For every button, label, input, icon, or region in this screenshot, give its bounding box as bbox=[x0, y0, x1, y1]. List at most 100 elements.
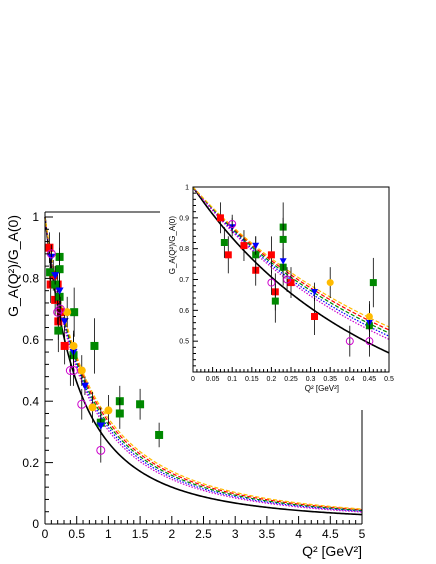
data-point-square bbox=[279, 235, 287, 243]
data-point-square bbox=[271, 297, 279, 305]
y-tick-label: 0.2 bbox=[22, 456, 39, 470]
inset-points bbox=[216, 202, 377, 357]
x-tick-label: 2.5 bbox=[195, 527, 212, 541]
data-point-circle bbox=[365, 313, 373, 320]
data-point-open-circle bbox=[77, 399, 87, 409]
y-tick-label: 0.7 bbox=[179, 277, 189, 284]
y-tick-label: 0.5 bbox=[179, 339, 189, 346]
data-point-open-circle bbox=[267, 278, 276, 287]
main-curves bbox=[44, 216, 363, 516]
data-point-square bbox=[70, 308, 79, 317]
form-factor-curve bbox=[192, 186, 390, 328]
data-point-open-circle bbox=[345, 337, 354, 346]
data-point-triangle bbox=[252, 242, 260, 250]
data-point-open-circle bbox=[96, 445, 106, 455]
x-tick-label: 0.5 bbox=[384, 376, 394, 383]
x-tick-label: 2 bbox=[168, 527, 175, 541]
data-point-triangle bbox=[55, 287, 64, 295]
main-y-ticks: 0 0.2 0.4 0.6 0.8 1 bbox=[22, 210, 53, 531]
y-tick-label: 0 bbox=[32, 517, 39, 531]
inset-plot: 0 0.05 0.1 0.15 0.2 0.25 0.3 0.35 0.4 0.45 0.5 0.5… bbox=[168, 184, 394, 393]
data-point-square bbox=[46, 280, 55, 289]
inset-x-ticks: 0 0.05 0.1 0.15 0.2 0.25 0.3 0.35 0.4 0.45 0.5 bbox=[191, 367, 394, 383]
data-point-triangle bbox=[60, 318, 69, 326]
x-tick-label: 0 bbox=[42, 527, 49, 541]
data-point-square bbox=[56, 308, 65, 317]
x-tick-label: 0.25 bbox=[284, 376, 298, 383]
data-point-square bbox=[45, 243, 54, 252]
x-tick-label: 1.5 bbox=[132, 527, 149, 541]
data-point-square bbox=[54, 326, 63, 335]
data-point-square bbox=[311, 313, 319, 320]
x-tick-label: 0.35 bbox=[323, 376, 337, 383]
data-point-square bbox=[267, 251, 275, 259]
data-point-triangle bbox=[96, 422, 105, 430]
form-factor-curve bbox=[44, 216, 363, 511]
data-point-open-circle bbox=[228, 220, 237, 228]
data-point-square bbox=[220, 239, 228, 246]
inset-x-axis-title: Q² [GeV²] bbox=[305, 384, 339, 393]
x-tick-label: 0.15 bbox=[245, 376, 259, 383]
x-tick-label: 0.4 bbox=[345, 376, 355, 383]
data-point-square bbox=[216, 214, 224, 222]
inset-y-axis-title: G_A(Q²)/G_A(0) bbox=[168, 216, 177, 275]
y-tick-label: 0.6 bbox=[179, 308, 189, 315]
x-tick-label: 4 bbox=[295, 527, 302, 541]
data-point-square bbox=[55, 265, 64, 274]
data-point-square bbox=[46, 268, 55, 277]
data-point-square bbox=[240, 242, 248, 250]
form-factor-curve bbox=[44, 216, 363, 510]
data-point-circle bbox=[88, 403, 97, 412]
data-point-square bbox=[90, 341, 99, 350]
x-tick-label: 0.5 bbox=[68, 527, 85, 541]
x-tick-label: 5 bbox=[359, 527, 366, 541]
x-tick-label: 0.2 bbox=[267, 376, 277, 383]
data-point-open-circle bbox=[69, 366, 79, 375]
y-tick-label: 0.8 bbox=[22, 272, 39, 286]
x-tick-label: 0.3 bbox=[306, 376, 316, 383]
x-tick-label: 3.5 bbox=[259, 527, 276, 541]
data-point-open-circle bbox=[55, 304, 65, 314]
data-point-square bbox=[369, 279, 377, 287]
data-point-triangle bbox=[279, 258, 287, 265]
form-factor-curve bbox=[44, 216, 363, 516]
x-tick-label: 1 bbox=[105, 527, 112, 541]
data-point-square bbox=[224, 251, 232, 259]
y-tick-label: 1 bbox=[32, 210, 39, 224]
data-point-open-circle bbox=[53, 307, 63, 317]
y-tick-label: 1 bbox=[185, 184, 189, 191]
data-point-triangle bbox=[80, 382, 89, 390]
data-point-triangle bbox=[51, 272, 60, 280]
main-y-axis-title: G_A(Q²)/G_A(0) bbox=[5, 215, 21, 317]
y-tick-label: 0.6 bbox=[22, 333, 39, 347]
inset-y-ticks: 0.5 0.6 0.7 0.8 0.9 1 bbox=[179, 184, 198, 373]
data-point-open-circle bbox=[65, 366, 75, 375]
main-x-ticks: 0 0.5 1 1.5 2 2.5 3 3.5 4 4.5 5 bbox=[42, 516, 366, 541]
data-point-circle bbox=[326, 279, 334, 287]
data-point-circle bbox=[69, 341, 78, 350]
main-points bbox=[45, 232, 164, 463]
x-tick-label: 0.1 bbox=[227, 376, 237, 383]
data-point-circle bbox=[77, 366, 86, 375]
y-tick-label: 0.4 bbox=[22, 394, 39, 408]
form-factor-curve bbox=[44, 216, 363, 512]
data-point-square bbox=[287, 279, 295, 287]
main-plot: 0 0.5 1 1.5 2 2.5 3 3.5 4 4.5 5 0 0.2 0.4 0.6 0.8 1 Q² … bbox=[5, 210, 366, 559]
x-tick-label: 0.05 bbox=[206, 376, 220, 383]
data-point-square bbox=[136, 400, 145, 409]
data-point-circle bbox=[63, 308, 72, 317]
data-point-square bbox=[60, 341, 69, 350]
x-tick-label: 4.5 bbox=[322, 527, 339, 541]
x-tick-label: 0 bbox=[191, 376, 195, 383]
x-tick-label: 3 bbox=[232, 527, 239, 541]
data-point-triangle bbox=[311, 289, 319, 296]
data-point-open-circle bbox=[365, 337, 374, 346]
data-point-open-circle bbox=[283, 275, 292, 284]
data-point-square bbox=[115, 409, 124, 418]
y-tick-label: 0.8 bbox=[179, 246, 189, 253]
x-tick-label: 0.45 bbox=[363, 376, 377, 383]
y-tick-label: 0.9 bbox=[179, 215, 189, 222]
form-factor-curve bbox=[192, 186, 390, 340]
main-x-axis-title: Q² [GeV²] bbox=[302, 543, 362, 559]
